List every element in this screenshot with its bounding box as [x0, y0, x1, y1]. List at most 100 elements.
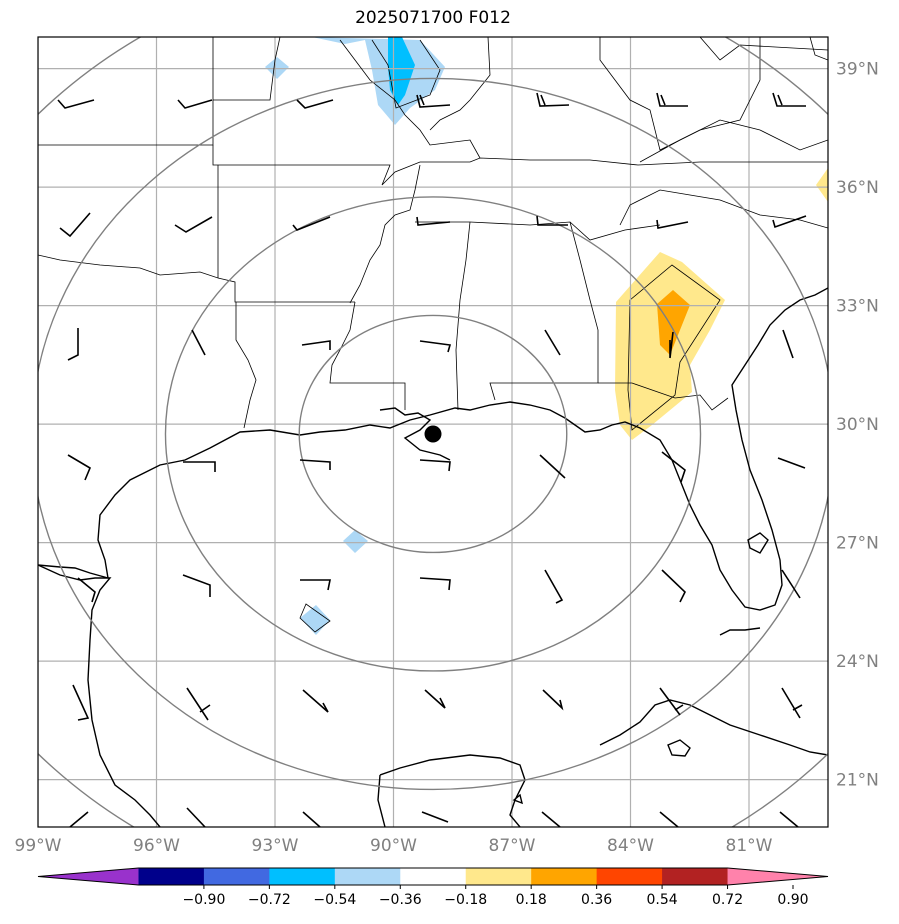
wind-barb	[656, 92, 688, 107]
map-frame	[37, 36, 829, 828]
lon-tick-label: 87°W	[489, 836, 536, 856]
wind-barb	[302, 689, 329, 713]
wind-barb	[544, 569, 564, 604]
colorbar-under-extension	[38, 868, 139, 885]
colorbar-tick-label: 0.36	[581, 892, 612, 908]
wind-barb	[186, 807, 206, 827]
lat-tick-label: 24°N	[836, 652, 879, 672]
wind-barb	[424, 689, 446, 709]
colorbar-tick-label: 0.72	[712, 892, 743, 908]
wind-barb	[536, 215, 568, 226]
wind-barb	[174, 216, 213, 233]
wind-barb	[541, 811, 561, 827]
lat-tick-label: 36°N	[836, 178, 879, 198]
plot-title: 2025071700 F012	[355, 8, 511, 28]
wind-barb	[781, 569, 801, 599]
wind-barb	[186, 687, 211, 721]
wind-barb	[419, 577, 451, 591]
wind-barb	[302, 811, 321, 827]
lon-tick-label: 90°W	[370, 836, 417, 856]
wind-barb	[67, 328, 79, 361]
wind-barb	[59, 212, 91, 238]
colorbar-segment	[531, 868, 598, 885]
wind-barb	[57, 99, 95, 109]
colorbar-segment	[400, 868, 467, 885]
wind-barb	[659, 687, 684, 716]
coastline	[38, 287, 828, 827]
wind-barbs	[57, 92, 807, 827]
wind-barb	[296, 99, 334, 109]
wind-barb	[416, 94, 451, 108]
range-ring	[298, 314, 568, 554]
colorbar-segment	[662, 868, 729, 885]
wind-barb	[416, 216, 451, 226]
anomaly-negative-small-3	[300, 605, 330, 635]
wind-barb	[661, 569, 686, 603]
wind-barb	[419, 459, 451, 472]
lon-tick-label: 99°W	[15, 836, 62, 856]
colorbar-tick-label: 0.54	[647, 892, 678, 908]
colorbar-tick-label: −0.36	[379, 892, 422, 908]
wind-barb	[182, 574, 211, 597]
wind-barb	[539, 454, 566, 479]
wind-barb	[69, 811, 89, 827]
colorbar-tick-label: 0.18	[516, 892, 547, 908]
wind-barb	[77, 577, 96, 603]
wind-barb	[536, 92, 570, 107]
colorbar-segment	[138, 868, 205, 885]
colorbar-tick-label: −0.54	[313, 892, 356, 908]
wind-barb	[419, 340, 452, 353]
lat-tick-label: 21°N	[836, 771, 879, 791]
wind-barb	[779, 811, 799, 827]
wind-barb	[782, 329, 794, 359]
wind-barb	[661, 451, 686, 483]
wind-barb	[67, 454, 92, 481]
wind-barb	[772, 92, 806, 107]
wind-barb	[72, 684, 90, 721]
colorbar-segment	[269, 868, 336, 885]
wind-barb	[191, 329, 206, 356]
lon-tick-label: 96°W	[133, 836, 180, 856]
wind-barb	[669, 331, 674, 359]
anomaly-fill-layer	[265, 37, 828, 635]
colorbar-segment	[334, 868, 401, 885]
wind-barb	[299, 459, 331, 470]
lat-tick-label: 27°N	[836, 534, 879, 554]
wind-barb	[183, 461, 216, 472]
storm-center-marker	[424, 425, 442, 443]
range-ring	[164, 196, 702, 672]
colorbar-segment	[596, 868, 663, 885]
colorbar-segment	[465, 868, 532, 885]
anomaly-positive-core	[657, 290, 690, 355]
anomaly-contour-3	[299, 603, 331, 633]
wind-barb	[544, 329, 561, 356]
anomaly-contour	[627, 264, 721, 431]
latitude-tick-labels: 21°N 24°N 27°N 30°N 33°N 36°N 39°N	[836, 60, 879, 791]
wind-barb	[659, 811, 679, 827]
lat-tick-label: 30°N	[836, 415, 879, 435]
colorbar-over-extension	[727, 868, 828, 885]
wind-barb	[421, 811, 449, 823]
wind-barb	[301, 340, 331, 350]
colorbar-segment	[203, 868, 270, 885]
lat-lon-grid	[38, 37, 828, 827]
lat-tick-label: 33°N	[836, 297, 879, 317]
lat-tick-label: 39°N	[836, 60, 879, 80]
wind-barb	[542, 689, 564, 711]
wind-barb	[777, 457, 806, 469]
state-boundaries	[38, 37, 828, 429]
wind-barb	[300, 579, 331, 591]
anomaly-contour-2	[371, 39, 441, 109]
lon-tick-label: 81°W	[726, 836, 773, 856]
lon-tick-label: 93°W	[252, 836, 299, 856]
wind-barb	[177, 99, 213, 109]
colorbar-tick-label: −0.90	[182, 892, 225, 908]
wind-barb	[656, 219, 689, 229]
wind-barb	[781, 687, 803, 719]
colorbar-tick-label: −0.18	[444, 892, 487, 908]
anomaly-strong-negative-north	[388, 37, 415, 105]
